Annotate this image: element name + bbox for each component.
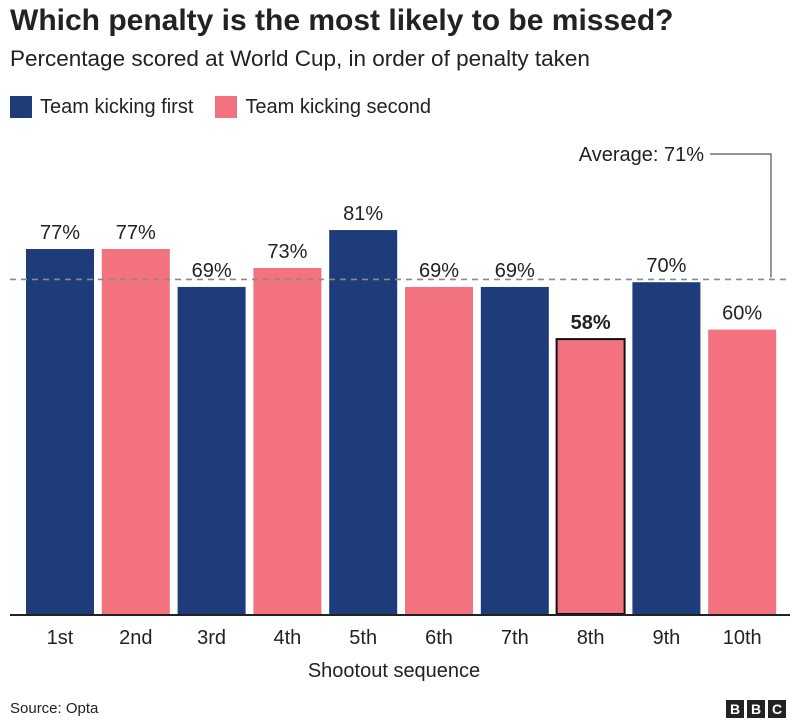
bar-6th <box>405 286 473 614</box>
value-label-8th: 58% <box>571 312 611 334</box>
x-tick-label-7th: 7th <box>501 627 529 649</box>
x-tick-label-4th: 4th <box>273 627 301 649</box>
x-tick-label-9th: 9th <box>652 627 680 649</box>
legend-label-second: Team kicking second <box>245 95 432 118</box>
value-label-5th: 81% <box>343 203 383 225</box>
value-label-6th: 69% <box>419 260 459 282</box>
value-label-2nd: 77% <box>116 222 156 244</box>
bar-4th <box>253 267 322 614</box>
value-label-3rd: 69% <box>192 260 232 282</box>
logo-letter: B <box>747 700 765 718</box>
bar-7th <box>480 286 549 614</box>
bar-2nd <box>101 249 170 614</box>
logo-letter: C <box>768 700 786 718</box>
bar-5th <box>329 230 398 614</box>
x-tick-label-8th: 8th <box>577 627 605 649</box>
average-label-connector <box>710 153 772 278</box>
bars-group <box>26 230 777 615</box>
x-tick-label-6th: 6th <box>425 627 453 649</box>
legend-swatch-second <box>215 96 238 118</box>
x-tick-labels-group: 1st 2nd 3rd 4th 5th 6th 7th 8th 9th 10th <box>47 627 762 649</box>
legend: Team kicking first Team kicking second <box>10 95 453 119</box>
x-tick-label-10th: 10th <box>723 627 762 649</box>
bar-10th <box>708 329 777 614</box>
x-tick-label-3rd: 3rd <box>197 627 226 649</box>
bar-3rd <box>177 286 246 614</box>
legend-label-first: Team kicking first <box>40 95 194 118</box>
logo-letter: B <box>726 700 744 718</box>
average-label: Average: 71% <box>579 144 704 166</box>
legend-swatch-first <box>10 96 32 118</box>
value-label-7th: 69% <box>495 260 535 282</box>
bar-chart: 77% 77% 69% 73% 81% 69% 69% 58% 70% 60% 1st 2nd 3rd… <box>10 144 790 682</box>
chart-title: Which penalty is the most likely to be m… <box>10 4 674 37</box>
value-labels-group: 77% 77% 69% 73% 81% 69% 69% 58% 70% 60% <box>40 203 762 334</box>
value-label-4th: 73% <box>267 241 307 263</box>
bar-8th <box>555 338 626 615</box>
x-tick-label-1st: 1st <box>47 627 74 649</box>
value-label-10th: 60% <box>722 303 762 325</box>
x-axis-label: Shootout sequence <box>308 660 480 682</box>
x-tick-label-5th: 5th <box>349 627 377 649</box>
value-label-9th: 70% <box>646 255 686 277</box>
source-note: Source: Opta <box>10 700 99 717</box>
value-label-1st: 77% <box>40 222 80 244</box>
legend-item-first: Team kicking first <box>10 96 193 119</box>
bbc-logo: B B C <box>723 700 786 718</box>
legend-item-second: Team kicking second <box>215 96 431 119</box>
bar-9th <box>632 282 701 614</box>
x-tick-label-2nd: 2nd <box>119 627 152 649</box>
chart-subtitle: Percentage scored at World Cup, in order… <box>10 46 590 71</box>
bar-1st <box>26 249 94 614</box>
